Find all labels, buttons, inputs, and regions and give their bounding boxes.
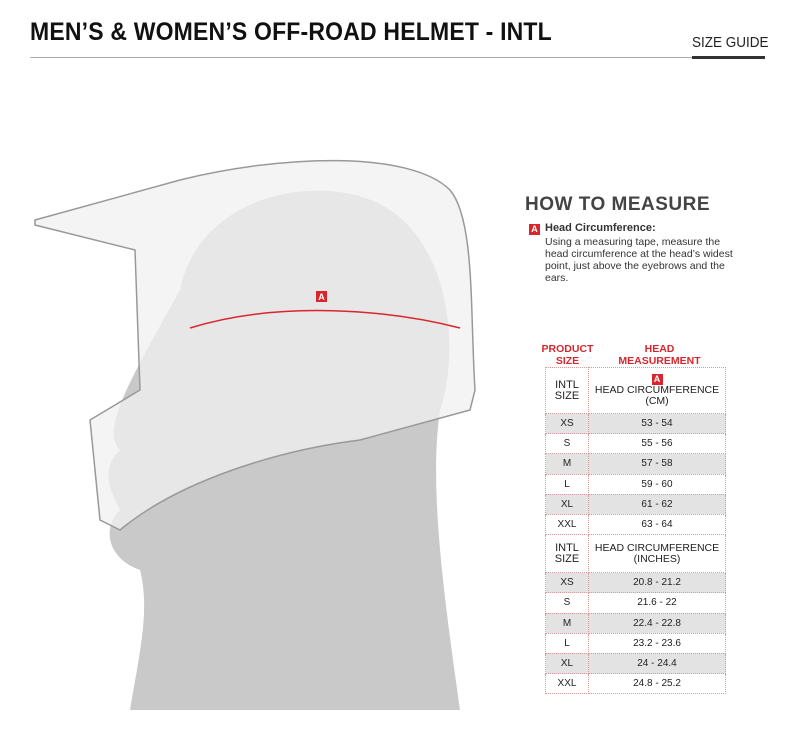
table-row: L 23.2 - 23.6 [545, 632, 726, 654]
measurement-cell: 53 - 54 [588, 412, 726, 435]
size-cell: S [545, 592, 589, 614]
measurement-cell: 22.4 - 22.8 [588, 612, 726, 634]
size-guide-label: SIZE GUIDE [692, 34, 769, 51]
table-row: L 59 - 60 [545, 473, 726, 495]
table-row: XXL 24.8 - 25.2 [545, 673, 726, 695]
measurement-cell: 55 - 56 [588, 433, 726, 455]
table-row: S 21.6 - 22 [545, 592, 726, 614]
size-cell: S [545, 433, 589, 455]
measure-item-text: Using a measuring tape, measure the head… [545, 236, 733, 284]
marker-a-label: A [318, 292, 325, 302]
table-section-header-cm: INTL SIZE A HEAD CIRCUMFERENCE (CM) [545, 367, 726, 414]
size-cell: L [545, 473, 589, 495]
size-cell: M [545, 612, 589, 634]
size-cell: L [545, 632, 589, 654]
size-table: INTL SIZE A HEAD CIRCUMFERENCE (CM) XS 53 - … [545, 367, 726, 695]
badge-a: A [651, 374, 663, 385]
table-row: XS 53 - 54 [545, 412, 726, 435]
size-cell: XS [545, 572, 589, 594]
table-row: XXL 63 - 64 [545, 513, 726, 536]
table-section-header-in: INTL SIZE HEAD CIRCUMFERENCE (INCHES) [545, 534, 726, 574]
measurement-cell: 57 - 58 [588, 453, 726, 475]
measurement-cell: 21.6 - 22 [588, 592, 726, 614]
circumference-header-text: HEAD CIRCUMFERENCE (INCHES) [594, 541, 720, 565]
measurement-cell: 61 - 62 [588, 493, 726, 515]
table-row: XL 61 - 62 [545, 493, 726, 515]
measure-item-title: Head Circumference: [545, 222, 656, 234]
col-header-head-measurement: HEAD MEASUREMENT [618, 343, 701, 367]
divider-accent [692, 56, 765, 59]
circumference-header: A HEAD CIRCUMFERENCE (CM) [588, 367, 726, 414]
measurement-cell: 24 - 24.4 [588, 652, 726, 675]
measure-line [189, 309, 461, 329]
marker-a-badge [316, 291, 327, 302]
divider [30, 57, 765, 58]
helmet-head-illustration: A [34, 159, 476, 710]
size-cell: XXL [545, 673, 589, 695]
page-title: MEN’S & WOMEN’S OFF-ROAD HELMET - INTL [30, 18, 552, 46]
size-cell: XL [545, 493, 589, 515]
badge-a: A [529, 224, 540, 235]
col-header-product-size: PRODUCT SIZE [541, 343, 594, 367]
intl-size-label: INTL SIZE [545, 367, 589, 414]
size-cell: XS [545, 412, 589, 435]
size-cell: M [545, 453, 589, 475]
measurement-cell: 23.2 - 23.6 [588, 632, 726, 654]
measurement-cell: 20.8 - 21.2 [588, 572, 726, 594]
circumference-header: HEAD CIRCUMFERENCE (INCHES) [588, 534, 726, 574]
table-row: S 55 - 56 [545, 433, 726, 455]
measurement-cell: 63 - 64 [588, 513, 726, 536]
intl-size-label: INTL SIZE [545, 534, 589, 574]
circumference-header-text: HEAD CIRCUMFERENCE (CM) [594, 384, 720, 407]
measurement-cell: 24.8 - 25.2 [588, 673, 726, 695]
size-cell: XL [545, 652, 589, 675]
table-row: M 22.4 - 22.8 [545, 612, 726, 634]
helmet-outline [34, 159, 476, 531]
table-row: M 57 - 58 [545, 453, 726, 475]
table-row: XL 24 - 24.4 [545, 652, 726, 675]
measurement-cell: 59 - 60 [588, 473, 726, 495]
size-cell: XXL [545, 513, 589, 536]
table-row: XS 20.8 - 21.2 [545, 572, 726, 594]
how-to-measure-title: HOW TO MEASURE [525, 194, 711, 215]
